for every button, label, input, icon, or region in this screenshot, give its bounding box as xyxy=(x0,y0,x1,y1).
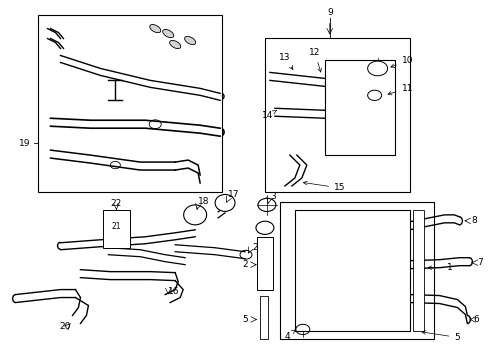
Text: 5: 5 xyxy=(421,331,459,342)
Text: 9: 9 xyxy=(326,8,332,17)
Text: 6: 6 xyxy=(472,315,478,324)
Text: 3: 3 xyxy=(269,193,275,202)
Bar xyxy=(38,15,222,192)
Text: 15: 15 xyxy=(303,181,345,193)
Text: 19: 19 xyxy=(19,139,31,148)
Text: 2: 2 xyxy=(242,260,247,269)
Text: 20: 20 xyxy=(60,322,71,331)
Ellipse shape xyxy=(215,194,235,211)
Bar xyxy=(264,37,408,192)
Bar xyxy=(412,210,424,332)
Bar xyxy=(260,296,267,339)
Bar xyxy=(294,210,408,332)
Ellipse shape xyxy=(149,24,161,33)
Bar xyxy=(103,210,130,248)
Text: 16: 16 xyxy=(168,287,180,296)
Text: 22: 22 xyxy=(110,199,122,208)
Text: 12: 12 xyxy=(308,48,321,72)
Text: 14: 14 xyxy=(262,111,276,120)
Text: 5: 5 xyxy=(242,315,247,324)
Ellipse shape xyxy=(184,36,195,45)
Text: 8: 8 xyxy=(470,216,476,225)
Text: 13: 13 xyxy=(279,53,292,69)
Text: 4: 4 xyxy=(284,330,295,341)
Text: 1: 1 xyxy=(427,263,452,272)
Bar xyxy=(324,60,394,155)
Ellipse shape xyxy=(169,40,181,49)
Text: 23: 23 xyxy=(251,243,263,252)
Text: 18: 18 xyxy=(198,197,209,206)
Text: 17: 17 xyxy=(227,190,239,199)
Text: 7: 7 xyxy=(476,258,482,267)
Text: 10: 10 xyxy=(390,56,412,67)
Ellipse shape xyxy=(183,205,206,225)
Bar xyxy=(256,237,272,289)
Ellipse shape xyxy=(163,30,173,38)
Bar xyxy=(279,202,433,339)
Text: 11: 11 xyxy=(387,84,412,95)
Text: 21: 21 xyxy=(111,222,121,231)
